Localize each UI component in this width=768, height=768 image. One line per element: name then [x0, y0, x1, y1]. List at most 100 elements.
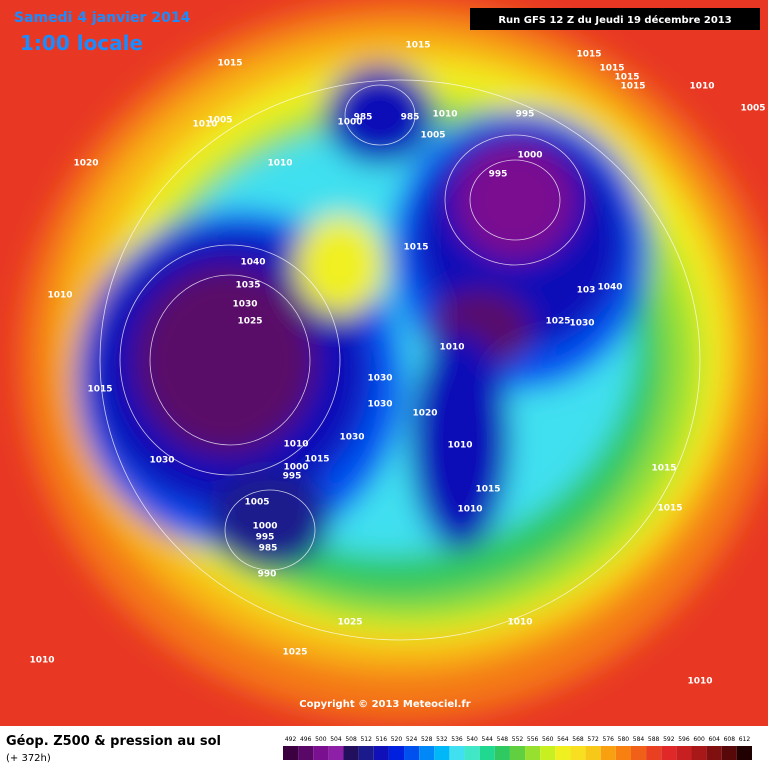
scale-swatch [646, 746, 662, 760]
scale-swatch [313, 746, 329, 760]
scale-swatch [404, 746, 420, 760]
isobar-label: 990 [258, 570, 277, 580]
scale-label: 592 [663, 736, 675, 743]
isobar-label: 1010 [507, 618, 532, 628]
isobar-label: 1030 [367, 400, 392, 410]
isobar-label: 1010 [447, 441, 472, 451]
scale-label: 580 [618, 736, 630, 743]
isobar-label: 1025 [282, 648, 307, 658]
isobar-label: 1030 [232, 300, 257, 310]
isobar-label: 1020 [73, 159, 98, 169]
scale-label: 612 [739, 736, 751, 743]
color-scale: 492 496 500 504 508 512 516 520 524 528 532 536 540 5… [283, 736, 752, 760]
isobar-label: 1030 [149, 456, 174, 466]
run-info: Run GFS 12 Z du Jeudi 19 décembre 2013 [498, 14, 731, 26]
scale-swatch [600, 746, 616, 760]
scale-label: 568 [572, 736, 584, 743]
isobar-label: 1010 [283, 440, 308, 450]
isobar-label: 1030 [367, 374, 392, 384]
scale-swatch [540, 746, 556, 760]
scale-label: 516 [376, 736, 388, 743]
isobar-label: 1005 [244, 498, 269, 508]
scale-swatch [585, 746, 601, 760]
scale-label: 560 [542, 736, 554, 743]
isobar-label: 1015 [405, 41, 430, 51]
isobar-label: 1000 [283, 463, 308, 473]
isobar-label: 1005 [207, 116, 232, 126]
scale-swatch [555, 746, 571, 760]
isobar-label: 1000 [252, 522, 277, 532]
isobar-label: 103 [577, 286, 596, 296]
scale-label: 588 [648, 736, 660, 743]
scale-swatch [509, 746, 526, 760]
scale-label: 524 [406, 736, 418, 743]
scale-label: 492 [285, 736, 297, 743]
isobar-label: 985 [401, 113, 420, 123]
isobar-label: 1010 [47, 291, 72, 301]
scale-label: 544 [482, 736, 494, 743]
isobar-label: 1015 [403, 243, 428, 253]
isobar-label: 1005 [740, 104, 765, 114]
scale-swatch [736, 746, 752, 760]
copyright: Copyright © 2013 Meteociel.fr [299, 699, 470, 710]
isobar-label: 1015 [651, 464, 676, 474]
scale-label: 540 [466, 736, 478, 743]
scale-label: 576 [603, 736, 615, 743]
scale-label: 536 [451, 736, 463, 743]
isobar-label: 995 [283, 472, 302, 482]
scale-swatch [298, 746, 314, 760]
isobar-label: 1010 [29, 656, 54, 666]
isobar-label: 995 [256, 533, 275, 543]
isobar-label: 1035 [235, 281, 260, 291]
scale-label: 528 [421, 736, 433, 743]
isobar-label: 1015 [614, 73, 639, 83]
isobar-label: 1005 [420, 131, 445, 141]
scale-swatch [494, 746, 510, 760]
scale-label: 508 [345, 736, 357, 743]
isobar-label: 1015 [217, 59, 242, 69]
scale-label: 604 [708, 736, 720, 743]
scale-label: 596 [678, 736, 690, 743]
scale-label: 504 [330, 736, 342, 743]
scale-label: 496 [300, 736, 312, 743]
scale-swatch [676, 746, 692, 760]
scale-label: 512 [360, 736, 372, 743]
run-box [470, 8, 760, 30]
scale-swatch [328, 746, 344, 760]
isobar-label: 1040 [240, 258, 265, 268]
isobar-label: 1015 [576, 50, 601, 60]
scale-label: 564 [557, 736, 569, 743]
scale-swatch [419, 746, 435, 760]
scale-swatch [464, 746, 480, 760]
isobar-label: 1015 [599, 64, 624, 74]
scale-swatch [479, 746, 495, 760]
isobar-label: 1025 [337, 618, 362, 628]
scale-label: 584 [633, 736, 645, 743]
scale-label: 556 [527, 736, 539, 743]
isobar-label: 1030 [569, 319, 594, 329]
scale-label: 552 [512, 736, 524, 743]
isobar-label: 1015 [304, 455, 329, 465]
scale-label: 608 [724, 736, 736, 743]
isobar-label: 1025 [545, 317, 570, 327]
scale-label: 548 [497, 736, 509, 743]
valid-date: Samedi 4 janvier 2014 [14, 10, 191, 26]
scale-swatch [358, 746, 374, 760]
isobar-label: 1020 [412, 409, 437, 419]
scale-swatch [343, 746, 359, 760]
isobar-label: 1010 [457, 505, 482, 515]
scale-label: 500 [315, 736, 327, 743]
isobar-label: 1030 [339, 433, 364, 443]
isobar-label: 1010 [192, 120, 217, 130]
scale-swatch [449, 746, 465, 760]
scale-swatch [691, 746, 707, 760]
isobar-label: 1010 [432, 110, 457, 120]
isobar-label: 1025 [237, 317, 262, 327]
scale-swatch [283, 746, 299, 760]
isobar-label: 1015 [475, 485, 500, 495]
isobar-label: 1015 [87, 385, 112, 395]
scale-label: 532 [436, 736, 448, 743]
